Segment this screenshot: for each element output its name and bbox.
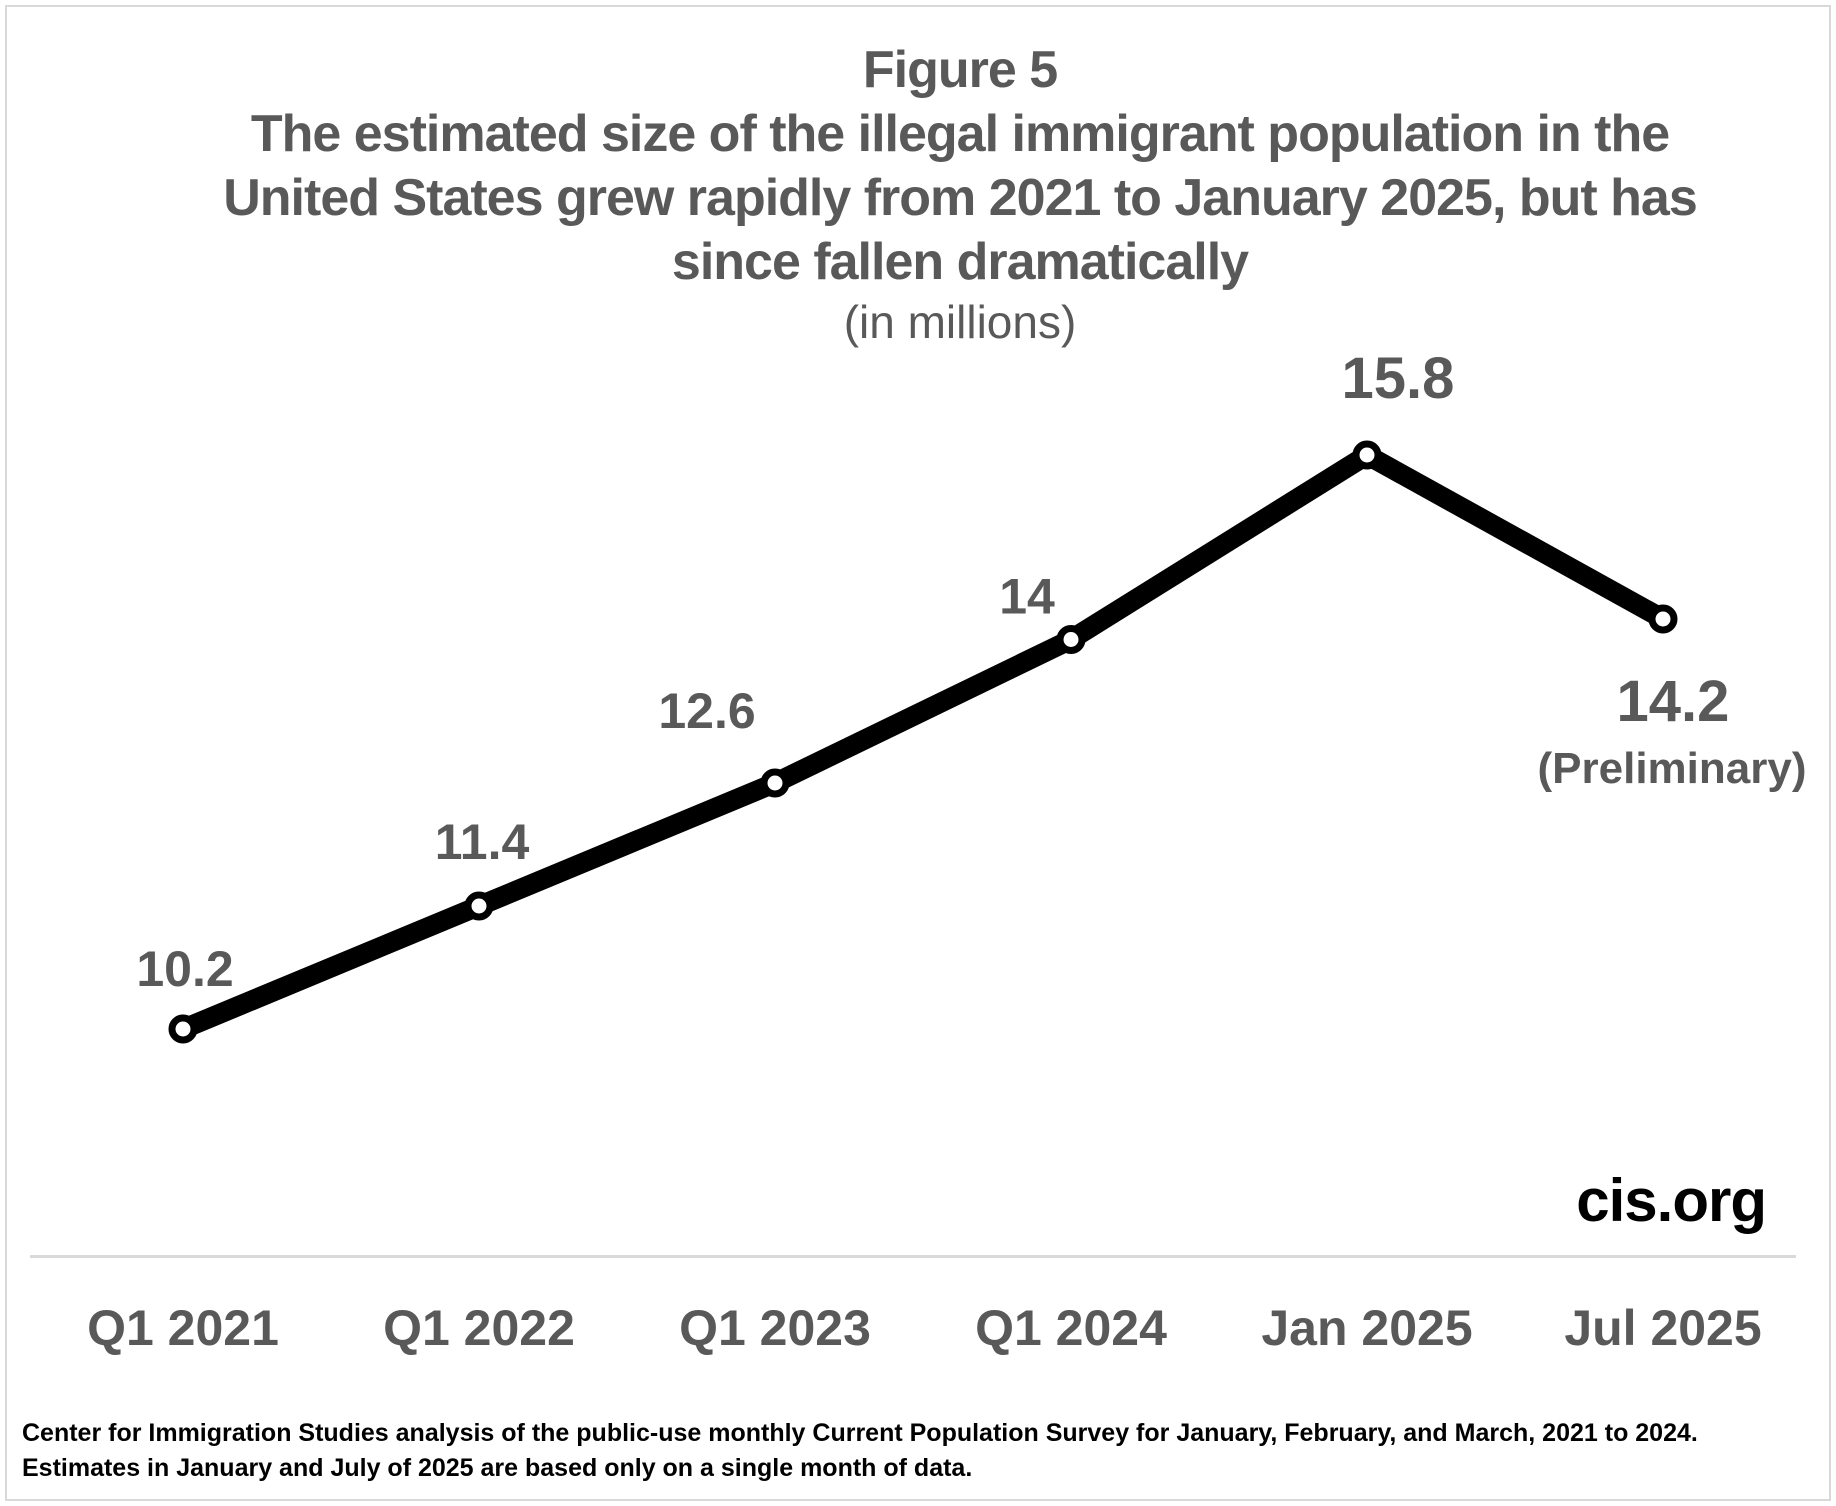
line-series	[173, 445, 1673, 1039]
x-axis-label: Jan 2025	[1261, 1300, 1472, 1356]
footnote-line-2: Estimates in January and July of 2025 ar…	[22, 1454, 973, 1482]
chart-subtitle: (in millions)	[843, 296, 1077, 348]
data-point-marker-jul-2025	[1648, 604, 1678, 634]
figure-label: Figure 5	[862, 41, 1058, 99]
x-axis-label: Q1 2023	[679, 1300, 871, 1356]
data-point-marker-jan-2025	[1352, 440, 1382, 470]
chart-title-line-3: since fallen dramatically	[671, 233, 1249, 291]
data-point-label: 11.4	[435, 814, 530, 870]
data-point-label: 14	[999, 569, 1055, 625]
data-point-marker-q1-2023	[760, 768, 790, 798]
footnote: Center for Immigration Studies analysis …	[22, 1416, 1698, 1486]
footnote-line-1: Center for Immigration Studies analysis …	[22, 1419, 1698, 1447]
data-point-marker-q1-2022	[464, 891, 494, 921]
data-point-label: 14.2	[1617, 669, 1730, 734]
chart-title-line-1: The estimated size of the illegal immigr…	[250, 105, 1670, 163]
x-axis-label: Q1 2024	[975, 1300, 1167, 1356]
data-point-label: 15.8	[1342, 346, 1455, 411]
branding-text: cis.org	[1576, 1167, 1767, 1234]
chart-title-line-2: United States grew rapidly from 2021 to …	[223, 169, 1698, 227]
data-point-label: 12.6	[658, 683, 755, 739]
chart-title-block: Figure 5 The estimated size of the illeg…	[0, 38, 1836, 350]
data-point-label: 10.2	[136, 941, 233, 997]
x-axis-label: Q1 2022	[383, 1300, 575, 1356]
x-axis-label: Jul 2025	[1564, 1300, 1761, 1356]
x-axis-label: Q1 2021	[87, 1300, 279, 1356]
data-point-marker-q1-2021	[168, 1014, 198, 1044]
data-point-marker-q1-2024	[1056, 625, 1086, 654]
preliminary-annotation: (Preliminary)	[1538, 744, 1807, 793]
